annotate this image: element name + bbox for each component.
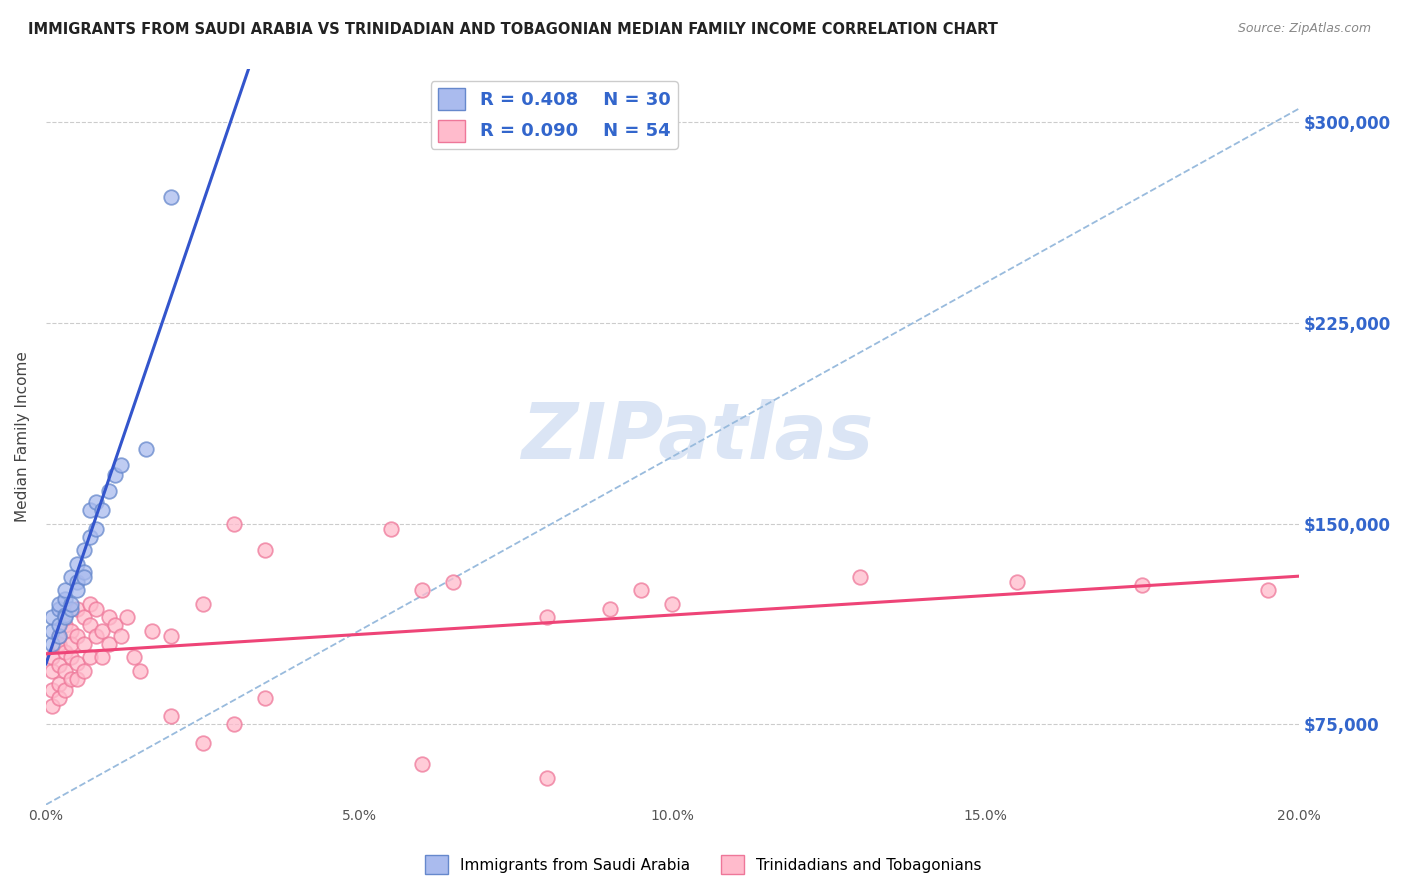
Point <box>91 650 114 665</box>
Point <box>48 602 70 616</box>
Point <box>48 597 70 611</box>
Point <box>135 442 157 456</box>
Point <box>48 618 70 632</box>
Point <box>72 543 94 558</box>
Point <box>411 757 433 772</box>
Point <box>79 650 101 665</box>
Point <box>66 629 89 643</box>
Point <box>53 618 76 632</box>
Point <box>53 645 76 659</box>
Point <box>97 484 120 499</box>
Legend: Immigrants from Saudi Arabia, Trinidadians and Tobagonians: Immigrants from Saudi Arabia, Trinidadia… <box>419 849 987 880</box>
Point <box>60 672 83 686</box>
Point <box>41 682 63 697</box>
Point <box>72 637 94 651</box>
Point <box>66 602 89 616</box>
Point <box>48 637 70 651</box>
Point <box>72 565 94 579</box>
Point <box>222 717 245 731</box>
Point <box>79 618 101 632</box>
Point <box>1257 583 1279 598</box>
Point <box>630 583 652 598</box>
Point <box>41 698 63 713</box>
Point <box>97 637 120 651</box>
Point <box>53 607 76 622</box>
Point <box>97 610 120 624</box>
Text: ZIPatlas: ZIPatlas <box>522 399 873 475</box>
Point <box>1130 578 1153 592</box>
Point <box>60 570 83 584</box>
Point <box>53 583 76 598</box>
Point <box>222 516 245 531</box>
Point <box>60 624 83 638</box>
Point <box>48 658 70 673</box>
Point <box>129 664 152 678</box>
Point <box>84 495 107 509</box>
Point <box>53 610 76 624</box>
Point <box>191 736 214 750</box>
Legend: R = 0.408    N = 30, R = 0.090    N = 54: R = 0.408 N = 30, R = 0.090 N = 54 <box>430 81 678 149</box>
Point <box>91 503 114 517</box>
Point <box>41 610 63 624</box>
Point <box>60 637 83 651</box>
Point <box>191 597 214 611</box>
Point <box>60 602 83 616</box>
Point <box>536 771 558 785</box>
Text: IMMIGRANTS FROM SAUDI ARABIA VS TRINIDADIAN AND TOBAGONIAN MEDIAN FAMILY INCOME : IMMIGRANTS FROM SAUDI ARABIA VS TRINIDAD… <box>28 22 998 37</box>
Point <box>380 522 402 536</box>
Point <box>79 503 101 517</box>
Point <box>79 597 101 611</box>
Point <box>60 597 83 611</box>
Point <box>66 557 89 571</box>
Point <box>66 583 89 598</box>
Point <box>536 610 558 624</box>
Point <box>661 597 683 611</box>
Point <box>53 664 76 678</box>
Point <box>72 570 94 584</box>
Point <box>254 690 277 705</box>
Point <box>110 458 132 472</box>
Point <box>849 570 872 584</box>
Point <box>53 591 76 606</box>
Point <box>104 468 127 483</box>
Point <box>53 682 76 697</box>
Point <box>110 629 132 643</box>
Point <box>84 629 107 643</box>
Point <box>72 610 94 624</box>
Point <box>41 650 63 665</box>
Point <box>160 190 183 204</box>
Point <box>1005 575 1028 590</box>
Point <box>160 709 183 723</box>
Point <box>48 677 70 691</box>
Point <box>599 602 621 616</box>
Point <box>441 575 464 590</box>
Y-axis label: Median Family Income: Median Family Income <box>15 351 30 522</box>
Point <box>411 583 433 598</box>
Point <box>122 650 145 665</box>
Point <box>66 575 89 590</box>
Point <box>104 618 127 632</box>
Point <box>141 624 163 638</box>
Point <box>66 672 89 686</box>
Point <box>60 650 83 665</box>
Point <box>91 624 114 638</box>
Point <box>160 629 183 643</box>
Point <box>72 664 94 678</box>
Point <box>48 690 70 705</box>
Point <box>41 664 63 678</box>
Text: Source: ZipAtlas.com: Source: ZipAtlas.com <box>1237 22 1371 36</box>
Point <box>66 656 89 670</box>
Point <box>41 637 63 651</box>
Point <box>41 624 63 638</box>
Point <box>84 602 107 616</box>
Point <box>48 629 70 643</box>
Point <box>117 610 139 624</box>
Point <box>254 543 277 558</box>
Point <box>84 522 107 536</box>
Point <box>79 530 101 544</box>
Point <box>48 629 70 643</box>
